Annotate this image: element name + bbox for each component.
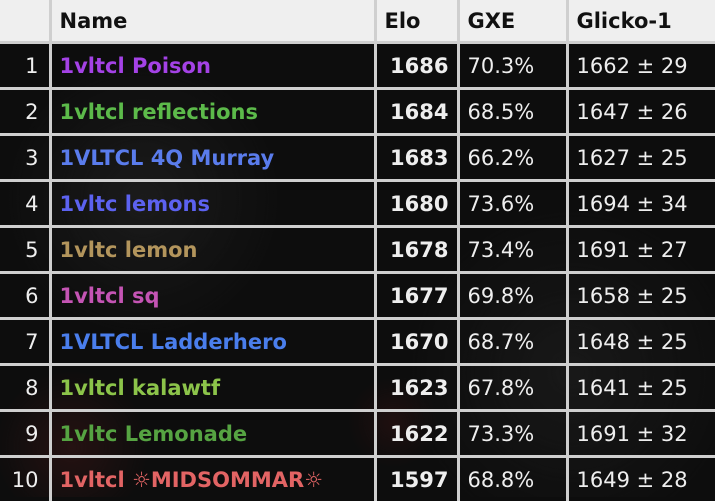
header-gxe[interactable]: GXE xyxy=(458,0,567,43)
rank-cell: 9 xyxy=(0,411,50,457)
glicko-cell: 1641 ± 25 xyxy=(567,365,715,411)
elo-cell: 1683 xyxy=(375,135,458,181)
elo-cell: 1597 xyxy=(375,457,458,501)
rank-cell: 3 xyxy=(0,135,50,181)
elo-cell: 1684 xyxy=(375,89,458,135)
glicko-cell: 1649 ± 28 xyxy=(567,457,715,501)
player-name[interactable]: 1vltcl Poison xyxy=(50,43,375,89)
player-name[interactable]: 1vltcl kalawtf xyxy=(50,365,375,411)
player-name[interactable]: 1VLTCL Ladderhero xyxy=(50,319,375,365)
player-name[interactable]: 1vltcl reflections xyxy=(50,89,375,135)
header-glicko[interactable]: Glicko-1 xyxy=(567,0,715,43)
glicko-cell: 1662 ± 29 xyxy=(567,43,715,89)
gxe-cell: 73.3% xyxy=(458,411,567,457)
rank-cell: 2 xyxy=(0,89,50,135)
gxe-cell: 68.8% xyxy=(458,457,567,501)
player-name[interactable]: 1VLTCL 4Q Murray xyxy=(50,135,375,181)
gxe-cell: 73.6% xyxy=(458,181,567,227)
glicko-cell: 1627 ± 25 xyxy=(567,135,715,181)
elo-cell: 1677 xyxy=(375,273,458,319)
glicko-cell: 1691 ± 27 xyxy=(567,227,715,273)
header-name[interactable]: Name xyxy=(50,0,375,43)
rank-cell: 6 xyxy=(0,273,50,319)
gxe-cell: 67.8% xyxy=(458,365,567,411)
player-name[interactable]: 1vltc Lemonade xyxy=(50,411,375,457)
gxe-cell: 73.4% xyxy=(458,227,567,273)
glicko-cell: 1648 ± 25 xyxy=(567,319,715,365)
gxe-cell: 68.7% xyxy=(458,319,567,365)
rank-cell: 1 xyxy=(0,43,50,89)
header-row: Name Elo GXE Glicko-1 xyxy=(0,0,715,43)
glicko-cell: 1691 ± 32 xyxy=(567,411,715,457)
rank-cell: 8 xyxy=(0,365,50,411)
elo-cell: 1670 xyxy=(375,319,458,365)
player-name[interactable]: 1vltcl sq xyxy=(50,273,375,319)
player-name[interactable]: 1vltc lemon xyxy=(50,227,375,273)
elo-cell: 1680 xyxy=(375,181,458,227)
glicko-cell: 1694 ± 34 xyxy=(567,181,715,227)
elo-cell: 1686 xyxy=(375,43,458,89)
gxe-cell: 70.3% xyxy=(458,43,567,89)
rank-cell: 10 xyxy=(0,457,50,501)
header-rank xyxy=(0,0,50,43)
elo-cell: 1622 xyxy=(375,411,458,457)
player-name[interactable]: 1vltc lemons xyxy=(50,181,375,227)
header-elo[interactable]: Elo xyxy=(375,0,458,43)
rank-cell: 7 xyxy=(0,319,50,365)
elo-cell: 1678 xyxy=(375,227,458,273)
rank-cell: 4 xyxy=(0,181,50,227)
elo-cell: 1623 xyxy=(375,365,458,411)
gxe-cell: 66.2% xyxy=(458,135,567,181)
gxe-cell: 69.8% xyxy=(458,273,567,319)
glicko-cell: 1647 ± 26 xyxy=(567,89,715,135)
player-name[interactable]: 1vltcl ☼MIDSOMMAR☼ xyxy=(50,457,375,501)
rank-cell: 5 xyxy=(0,227,50,273)
gxe-cell: 68.5% xyxy=(458,89,567,135)
glicko-cell: 1658 ± 25 xyxy=(567,273,715,319)
